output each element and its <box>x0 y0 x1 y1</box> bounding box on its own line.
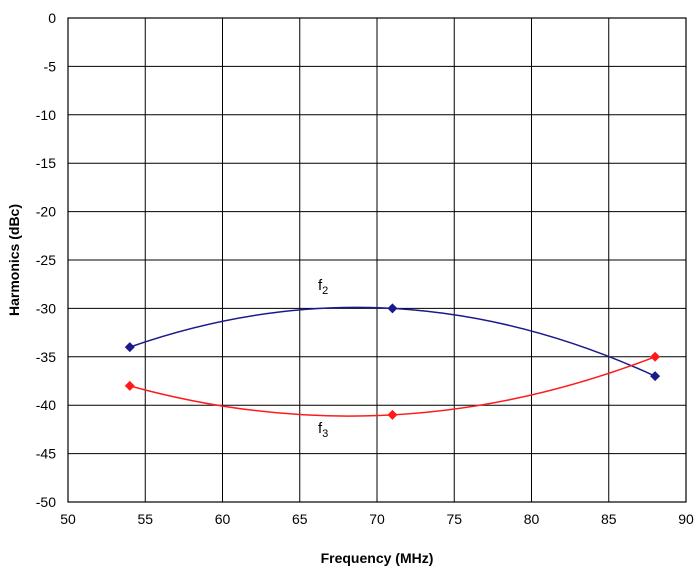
y-tick-label-6: -30 <box>36 300 56 316</box>
point-f3-71 <box>387 409 398 420</box>
series-layer <box>124 303 661 420</box>
point-f2-88 <box>650 371 661 382</box>
y-tick-label-4: -20 <box>36 204 56 220</box>
x-tick-label-90: 90 <box>678 511 694 527</box>
y-tick-label-3: -15 <box>36 155 56 171</box>
x-tick-label-80: 80 <box>524 511 540 527</box>
series-label-f3: f3 <box>318 420 328 440</box>
x-tick-label-60: 60 <box>215 511 231 527</box>
point-f3-88 <box>650 351 661 362</box>
y-tick-label-5: -25 <box>36 252 56 268</box>
y-tick-label-8: -40 <box>36 397 56 413</box>
y-tick-label-0: 0 <box>48 10 56 26</box>
point-f2-71 <box>387 303 398 314</box>
series-labels: f2 f3 <box>318 277 328 440</box>
y-axis-title: Harmonics (dBc) <box>6 204 22 316</box>
point-f2-54 <box>124 342 135 353</box>
x-tick-label-50: 50 <box>60 511 76 527</box>
y-tick-label-2: -10 <box>36 107 56 123</box>
series-label-f2: f2 <box>318 277 328 297</box>
grid-lines <box>67 17 687 503</box>
y-tick-label-7: -35 <box>36 349 56 365</box>
x-tick-labels: 50 55 60 65 70 75 80 85 90 <box>60 511 694 527</box>
x-tick-label-75: 75 <box>446 511 462 527</box>
x-axis-title: Frequency (MHz) <box>321 550 434 566</box>
plot-border <box>67 17 687 503</box>
x-tick-label-85: 85 <box>601 511 617 527</box>
y-tick-labels: 0 -5 -10 -15 -20 -25 -30 -35 -40 -45 -50 <box>36 10 56 510</box>
x-tick-label-65: 65 <box>292 511 308 527</box>
point-f3-54 <box>124 380 135 391</box>
y-tick-label-1: -5 <box>44 58 57 74</box>
x-tick-label-55: 55 <box>137 511 153 527</box>
y-tick-label-9: -45 <box>36 446 56 462</box>
x-tick-label-70: 70 <box>369 511 385 527</box>
y-tick-label-10: -50 <box>36 494 56 510</box>
